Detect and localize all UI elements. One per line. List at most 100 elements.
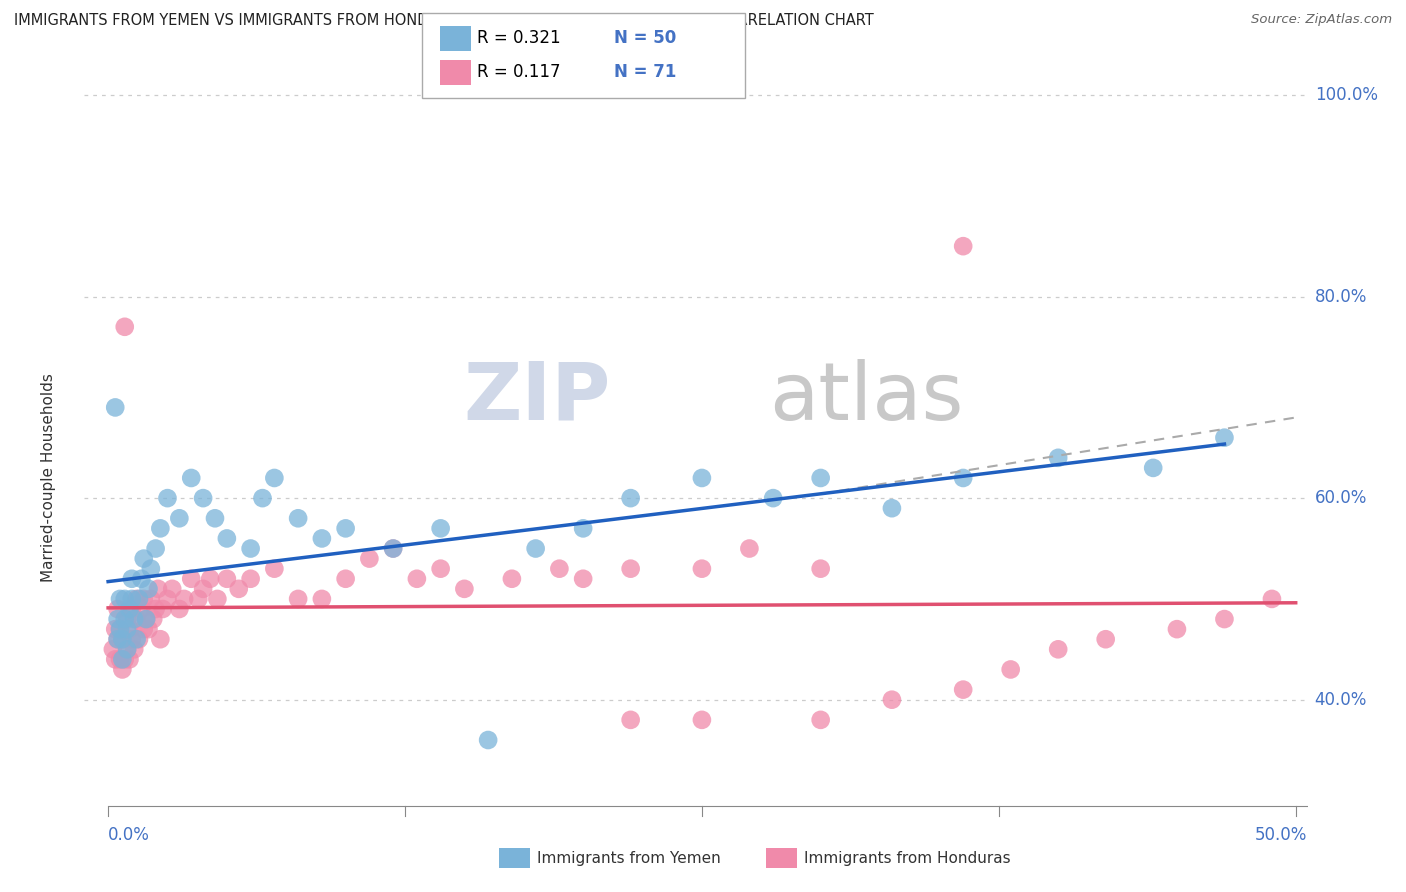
Point [169,602,191,616]
Point [107,602,129,616]
Point [173,591,195,606]
Point [1000,663,1022,677]
Point [121,632,143,647]
Point [132,591,155,606]
Point [287,511,309,525]
Point [111,632,134,647]
Point [169,511,191,525]
Text: R = 0.321: R = 0.321 [477,29,560,47]
Text: 100.0%: 100.0% [1315,86,1378,104]
Point [125,632,148,647]
Point [429,521,451,535]
Point [138,582,160,596]
Point [114,591,136,606]
Point [156,591,179,606]
Point [145,541,167,556]
Point [104,622,127,636]
Point [122,642,145,657]
Point [738,541,761,556]
Point [128,591,150,606]
Text: ZIP: ZIP [463,359,610,437]
Point [121,602,143,616]
Text: Immigrants from Yemen: Immigrants from Yemen [537,851,721,865]
Text: N = 50: N = 50 [614,29,676,47]
Point [335,572,357,586]
Text: IMMIGRANTS FROM YEMEN VS IMMIGRANTS FROM HONDURAS MARRIED-COUPLE HOUSEHOLDS CORR: IMMIGRANTS FROM YEMEN VS IMMIGRANTS FROM… [14,13,873,29]
Point [762,491,785,505]
Point [1142,461,1164,475]
Point [115,642,138,657]
Point [453,582,475,596]
Point [162,582,184,596]
Text: R = 0.117: R = 0.117 [477,63,560,81]
Point [111,652,134,666]
Point [335,521,357,535]
Point [132,622,155,636]
Point [180,471,202,485]
Point [152,602,174,616]
Point [131,602,153,616]
Point [200,572,222,586]
Point [149,632,172,647]
Point [146,582,169,596]
Point [135,612,157,626]
Point [239,572,262,586]
Point [239,541,262,556]
Point [215,572,238,586]
Point [204,511,226,525]
Point [215,532,238,546]
Point [115,612,138,626]
Point [572,572,595,586]
Point [114,612,136,626]
Text: N = 71: N = 71 [614,63,676,81]
Point [139,562,162,576]
Point [952,682,974,697]
Point [263,471,285,485]
Text: Immigrants from Honduras: Immigrants from Honduras [804,851,1011,865]
Point [131,572,153,586]
Point [132,551,155,566]
Point [114,652,136,666]
Point [810,562,832,576]
Point [311,591,333,606]
Text: 80.0%: 80.0% [1315,287,1367,306]
Point [252,491,274,505]
Point [620,491,643,505]
Point [149,521,172,535]
Text: Source: ZipAtlas.com: Source: ZipAtlas.com [1251,13,1392,27]
Point [180,572,202,586]
Point [191,582,214,596]
Point [118,602,141,616]
Point [108,622,131,636]
Point [810,471,832,485]
Point [287,591,309,606]
Point [1047,642,1070,657]
Point [228,582,250,596]
Point [111,632,134,647]
Point [1047,450,1070,465]
Point [121,572,143,586]
Point [118,652,141,666]
Point [114,319,136,334]
Point [104,652,127,666]
Point [118,622,141,636]
Point [125,591,148,606]
Point [406,572,429,586]
Point [620,562,643,576]
Point [263,562,285,576]
Point [107,632,129,647]
Point [122,612,145,626]
Point [101,642,124,657]
Point [1094,632,1116,647]
Point [1213,431,1236,445]
Text: 50.0%: 50.0% [1256,826,1308,844]
Text: 40.0%: 40.0% [1315,690,1367,709]
Point [111,663,134,677]
Point [207,591,229,606]
Point [690,713,713,727]
Point [108,622,131,636]
Point [620,713,643,727]
Text: Married-couple Households: Married-couple Households [41,374,56,582]
Point [880,501,903,516]
Point [952,239,974,253]
